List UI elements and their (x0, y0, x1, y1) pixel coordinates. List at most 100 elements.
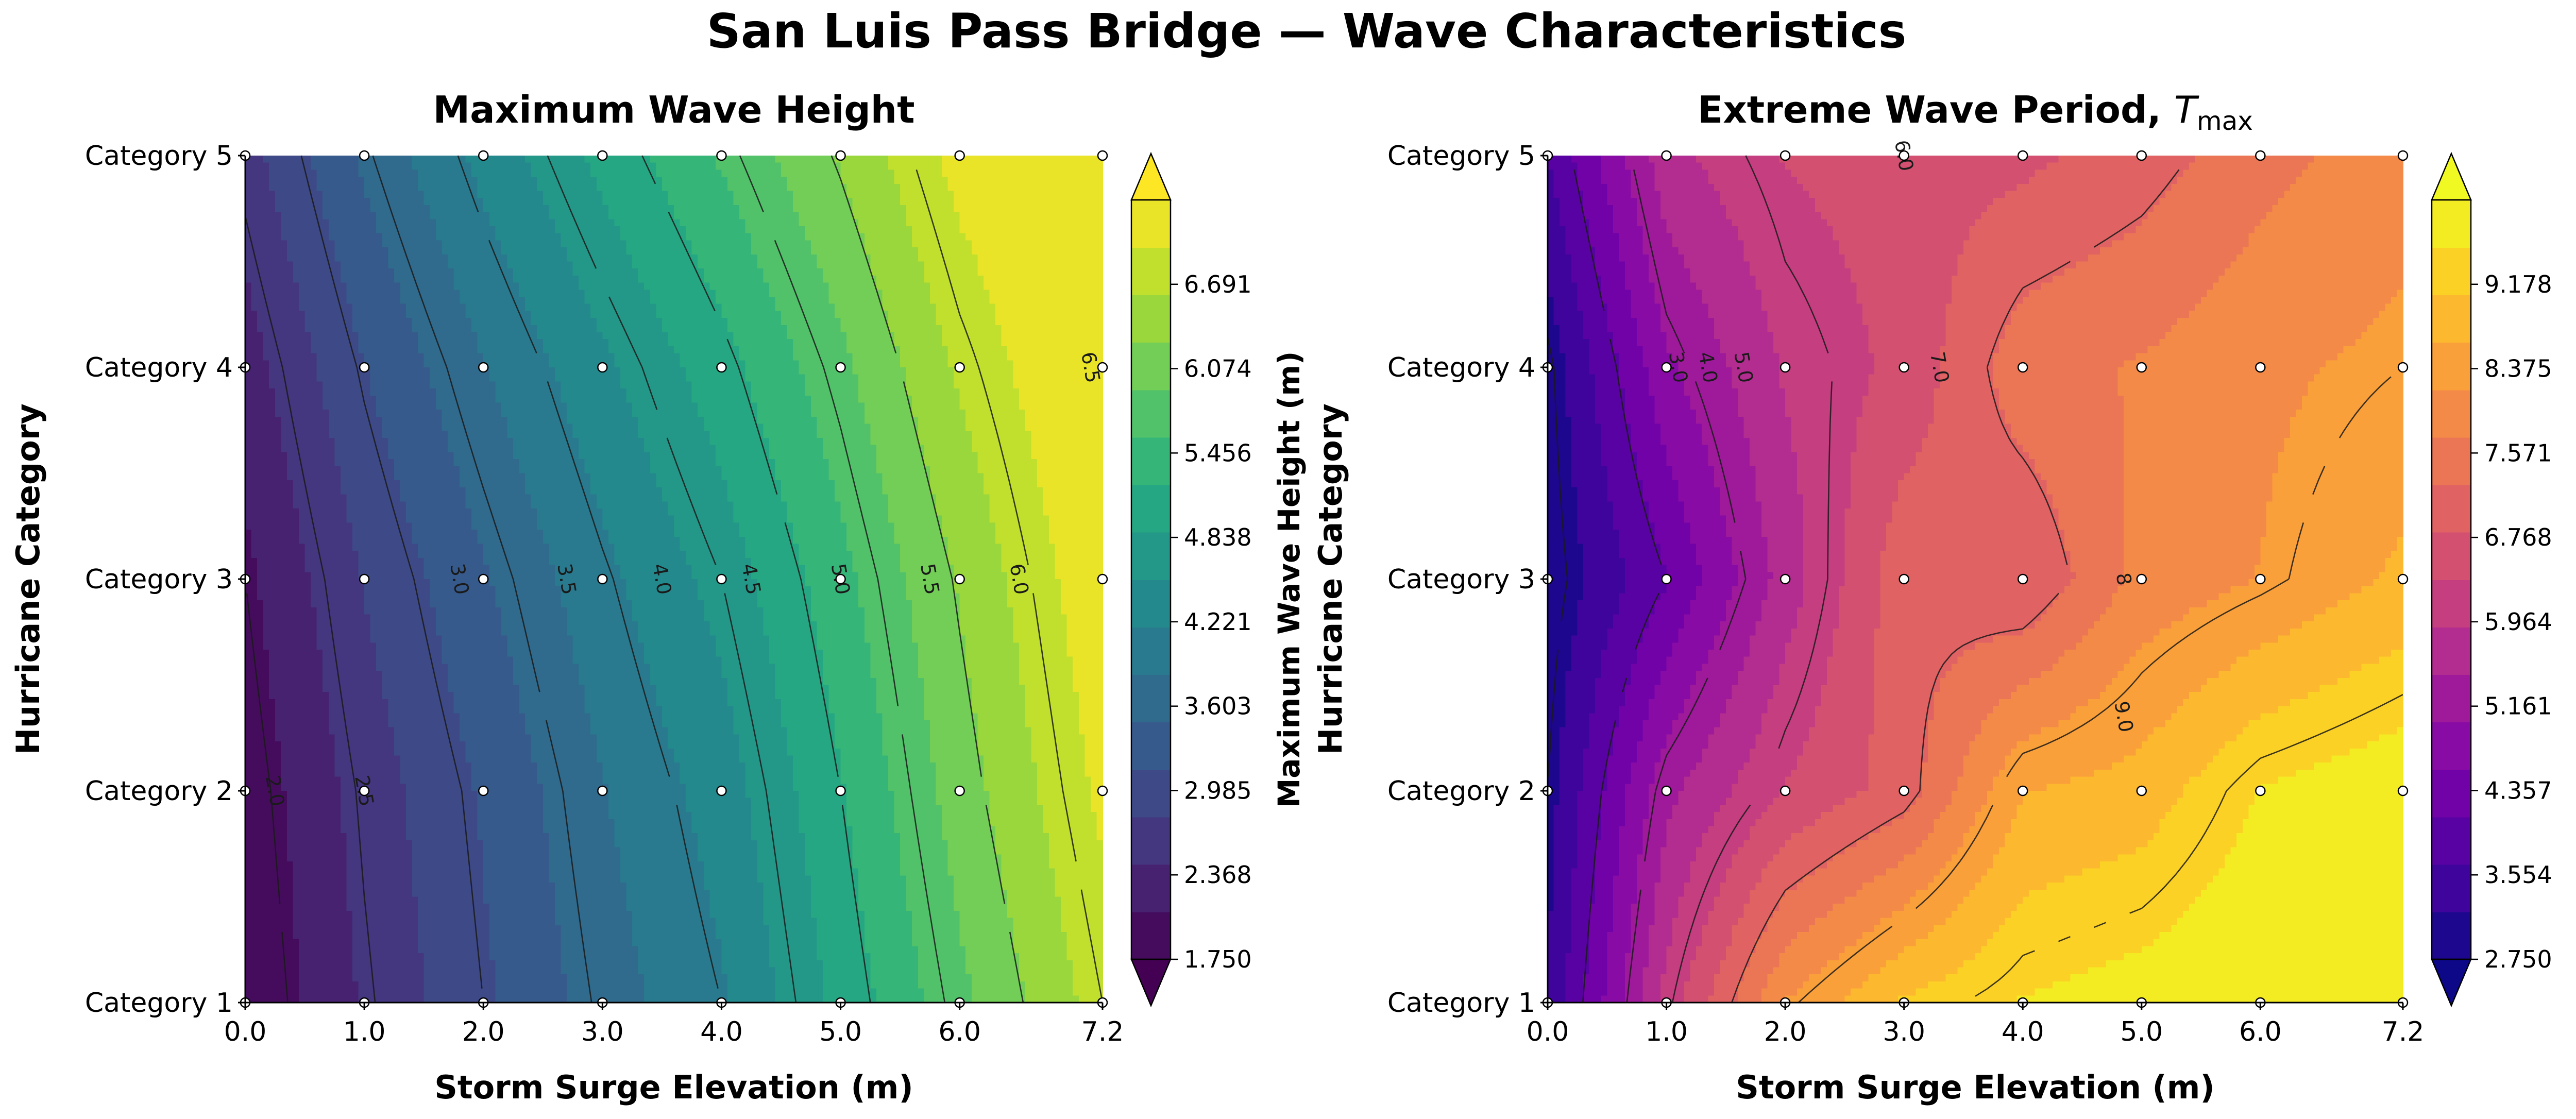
sample-point (2136, 573, 2147, 585)
panel-title: Extreme Wave Period, Tmax (1698, 88, 2253, 136)
x-tick-label: 6.0 (2239, 1016, 2282, 1047)
x-tick-label: 2.0 (462, 1016, 505, 1047)
contour-line-7 (1731, 169, 2180, 1003)
contour-label: 4.5 (737, 562, 765, 596)
colorbar-extend-bottom (1130, 958, 1172, 1008)
x-tick-label: 7.2 (2382, 1016, 2425, 1047)
x-tick-label: 4.0 (2002, 1016, 2044, 1047)
y-tick-label: Category 1 (85, 988, 233, 1019)
sample-point (1097, 785, 1108, 796)
period-panel: 3.04.05.06.07.089.00.01.02.03.04.05.06.0… (1312, 88, 2576, 1106)
sample-point (1661, 573, 1672, 585)
colorbar-tick-label: 4.221 (1184, 608, 1252, 636)
sample-point (2397, 573, 2409, 585)
contour-line-6.5 (916, 169, 1104, 1003)
sample-point (2255, 785, 2266, 796)
x-tick-label: 3.0 (581, 1016, 624, 1047)
x-axis-label: Storm Surge Elevation (m) (1736, 1069, 2214, 1106)
sample-point (716, 573, 727, 585)
sample-point (2255, 362, 2266, 373)
contour-label: 4.0 (1694, 350, 1722, 384)
figure-title: San Luis Pass Bridge — Wave Characterist… (707, 4, 1907, 59)
colorbar-extend-top (2431, 151, 2472, 201)
sample-point (1780, 362, 1791, 373)
x-tick-label: 3.0 (1883, 1016, 1925, 1047)
y-tick-label: Category 3 (85, 564, 233, 595)
colorbar-tick-label: 6.691 (1184, 270, 1252, 298)
sample-point (954, 150, 965, 161)
y-tick-label: Category 4 (85, 352, 233, 383)
sample-point (1899, 785, 1909, 796)
sample-point (2255, 573, 2266, 585)
colorbar-tick-label: 4.357 (2484, 776, 2552, 804)
colorbar-tick-label: 8.375 (2484, 355, 2552, 383)
sample-point (716, 150, 727, 161)
sample-point (2017, 785, 2028, 796)
y-tick-label: Category 5 (1387, 141, 1535, 172)
y-axis-label: Hurricane Category (1312, 403, 1349, 755)
colorbar-tick-label: 7.571 (2484, 439, 2552, 467)
sample-point (835, 785, 846, 796)
sample-point (2017, 150, 2028, 161)
colorbar-tick-label: 6.768 (2484, 523, 2552, 551)
sample-point (954, 573, 965, 585)
contour-line-5.5 (739, 155, 946, 1003)
colorbar-tick-label: 5.456 (1184, 439, 1252, 467)
contour-label: 5.0 (1730, 350, 1758, 384)
contour-line-3.5 (372, 155, 592, 1003)
sample-point (1899, 150, 1909, 161)
sample-point (359, 785, 370, 796)
x-tick-label: 1.0 (1645, 1016, 1688, 1047)
sample-point (478, 573, 489, 585)
sample-point (2397, 150, 2409, 161)
sample-point (1661, 150, 1672, 161)
colorbar-tick-label: 5.161 (2484, 692, 2552, 720)
contour-label: 4.0 (648, 562, 676, 596)
contour-line-5 (1626, 169, 1747, 1003)
colorbar-label: Maximum Wave Height (m) (1272, 351, 1307, 808)
sample-point (478, 150, 489, 161)
sample-point (1097, 150, 1108, 161)
colorbar-extend-bottom (2431, 958, 2472, 1008)
sample-point (478, 362, 489, 373)
sample-point (1097, 573, 1108, 585)
contour-line-2.5 (244, 216, 376, 1003)
sample-point (1780, 573, 1791, 585)
x-tick-label: 0.0 (224, 1016, 267, 1047)
sample-point (597, 150, 608, 161)
sample-point (1899, 362, 1909, 373)
colorbar-label: Extreme Wave Period, Tmax (s) (2572, 328, 2576, 830)
sample-point (1780, 150, 1791, 161)
sample-point (2017, 362, 2028, 373)
y-tick-label: Category 3 (1387, 564, 1535, 595)
contour-line-4 (1573, 169, 1662, 1003)
colorbar-tick-label: 2.985 (1184, 776, 1252, 804)
contour-label: 5.5 (916, 562, 944, 596)
x-tick-label: 6.0 (938, 1016, 981, 1047)
sample-point (359, 573, 370, 585)
y-axis-label: Hurricane Category (9, 403, 47, 755)
y-tick-label: Category 4 (1387, 352, 1535, 383)
sample-point (716, 785, 727, 796)
sample-point (597, 362, 608, 373)
sample-point (2136, 362, 2147, 373)
x-tick-label: 5.0 (819, 1016, 862, 1047)
colorbar-tick-label: 3.603 (1184, 692, 1252, 720)
colorbar-tick-label: 5.964 (2484, 608, 2552, 636)
contour-label: 7.0 (1926, 350, 1954, 384)
sample-point (716, 362, 727, 373)
contour-line-6 (1671, 155, 1833, 1003)
sample-point (835, 150, 846, 161)
sample-point (1097, 362, 1108, 373)
sample-point (2136, 785, 2147, 796)
sample-point (835, 573, 846, 585)
sample-point (359, 150, 370, 161)
sample-point (954, 362, 965, 373)
y-tick-label: Category 1 (1387, 988, 1535, 1019)
height-panel: 2.02.53.03.54.04.55.05.56.06.50.01.02.03… (9, 88, 1307, 1106)
colorbar: 1.750 2.368 2.985 3.603 4.221 4.838 5.456 6.074… (1130, 151, 1307, 1008)
sample-point (2397, 785, 2409, 796)
contour-fill (1548, 156, 2403, 1003)
contour-label: 3.0 (446, 562, 473, 596)
